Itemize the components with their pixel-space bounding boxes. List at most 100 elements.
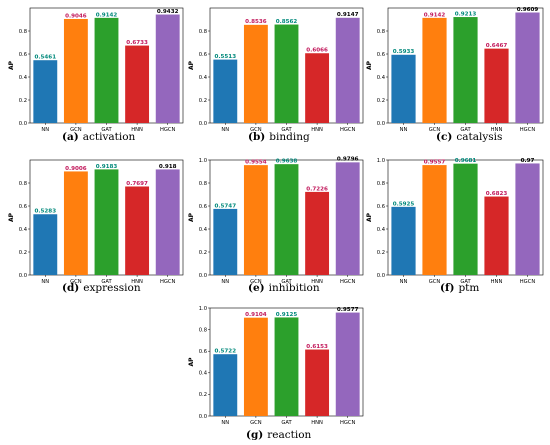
x-tick-label-gat: GAT <box>101 127 112 133</box>
y-tick-label: 0.6 <box>199 349 207 355</box>
x-tick-label-gcn: GCN <box>250 279 262 285</box>
x-tick-label-hgcn: HGCN <box>340 127 356 133</box>
caption-letter: (e) <box>248 282 265 294</box>
caption-text: catalysis <box>456 131 502 143</box>
x-tick-label-hgcn: HGCN <box>520 127 536 133</box>
x-tick-label-nn: NN <box>221 279 229 285</box>
y-axis-label: AP <box>188 357 195 367</box>
y-tick-label: 0.6 <box>19 204 27 210</box>
value-label-hgcn: 0.9609 <box>517 7 539 13</box>
value-label-hnn: 0.6066 <box>306 48 328 54</box>
panel-caption: (b) binding <box>248 131 310 143</box>
bar-hnn <box>125 186 150 275</box>
value-label-gat: 0.9125 <box>276 312 298 318</box>
value-label-hgcn: 0.9577 <box>337 307 359 313</box>
x-tick-label-hnn: HNN <box>131 127 143 133</box>
y-tick-label: 0.4 <box>199 371 208 377</box>
bar-hgcn <box>515 163 540 275</box>
y-tick-label: 0.2 <box>19 250 27 256</box>
x-tick-label-nn: NN <box>400 127 408 133</box>
y-axis-label: AP <box>366 212 373 222</box>
x-tick-label-gcn: GCN <box>70 279 82 285</box>
y-tick-label: 0.4 <box>19 227 28 233</box>
value-label-nn: 0.5925 <box>393 201 415 207</box>
x-tick-label-gat: GAT <box>281 420 292 426</box>
bar-gcn <box>243 165 268 275</box>
panel-reaction: 0.0 0.2 0.4 0.6 0.8 1.0 AP 0.5722 NN 0.9104 GCN 0.9… <box>188 306 364 441</box>
bar-gcn <box>63 171 88 275</box>
y-axis-label: AP <box>8 60 15 70</box>
caption-text: inhibition <box>269 282 320 294</box>
x-tick-label-nn: NN <box>41 279 49 285</box>
y-tick-label: 0.2 <box>199 392 207 398</box>
y-tick-label: 0.6 <box>377 204 385 210</box>
x-tick-label-gat: GAT <box>460 279 471 285</box>
y-tick-label: 0.0 <box>19 121 27 127</box>
caption-text: binding <box>269 131 310 143</box>
bar-gat <box>453 17 478 124</box>
caption-text: expression <box>83 282 141 294</box>
y-tick-label: 1.0 <box>377 158 385 164</box>
bar-nn <box>213 59 238 123</box>
bar-gcn <box>243 24 268 124</box>
bar-hgcn <box>515 12 540 124</box>
bar-nn <box>213 354 238 416</box>
value-label-gcn: 0.9104 <box>245 312 267 318</box>
value-label-nn: 0.5722 <box>215 349 237 355</box>
y-tick-label: 0.0 <box>377 121 385 127</box>
x-tick-label-hgcn: HGCN <box>520 279 536 285</box>
caption-letter: (g) <box>246 429 263 441</box>
y-tick-label: 0.0 <box>19 273 27 279</box>
value-label-gat: 0.8562 <box>276 19 298 25</box>
value-label-hnn: 0.6467 <box>486 43 508 49</box>
x-tick-label-gcn: GCN <box>70 127 82 133</box>
x-tick-label-hnn: HNN <box>491 127 503 133</box>
bar-gcn <box>422 165 447 275</box>
y-tick-label: 0.2 <box>19 98 27 104</box>
bar-nn <box>391 206 416 275</box>
y-tick-label: 0.6 <box>19 52 27 58</box>
panel-inhibition: 0.0 0.2 0.4 0.6 0.8 1.0 AP 0.5747 NN 0.9554 GCN 0.9… <box>188 157 364 294</box>
value-label-gat: 0.9142 <box>96 12 118 18</box>
bar-hgcn <box>155 169 180 275</box>
value-label-gcn: 0.9557 <box>424 159 446 165</box>
bar-gcn <box>422 17 447 123</box>
y-tick-label: 0.2 <box>199 250 207 256</box>
caption-letter: (a) <box>62 131 79 143</box>
value-label-gat: 0.9183 <box>96 164 118 170</box>
value-label-gcn: 0.9006 <box>65 166 87 172</box>
y-tick-label: 0.6 <box>377 52 385 58</box>
caption-letter: (f) <box>440 282 454 294</box>
y-axis-label: AP <box>188 60 195 70</box>
value-label-hnn: 0.7226 <box>306 186 328 192</box>
y-tick-label: 0.4 <box>377 227 386 233</box>
x-tick-label-nn: NN <box>221 127 229 133</box>
x-tick-label-hgcn: HGCN <box>340 420 356 426</box>
y-tick-label: 1.0 <box>199 158 207 164</box>
value-label-gcn: 0.9554 <box>245 160 267 166</box>
value-label-hgcn: 0.9432 <box>157 9 179 15</box>
bar-hgcn <box>335 17 360 123</box>
value-label-nn: 0.5283 <box>35 209 57 215</box>
y-axis-label: AP <box>8 212 15 222</box>
caption-letter: (b) <box>248 131 265 143</box>
bar-nn <box>391 54 416 123</box>
value-label-gat: 0.9638 <box>276 159 298 165</box>
value-label-nn: 0.5933 <box>393 49 415 55</box>
bar-gat <box>94 169 119 275</box>
bar-hgcn <box>155 14 180 124</box>
panel-caption: (d) expression <box>62 282 141 294</box>
x-tick-label-gcn: GCN <box>429 127 441 133</box>
value-label-hgcn: 0.97 <box>521 158 535 164</box>
panel-activation: 0.0 0.2 0.4 0.6 0.8 AP 0.5461 NN 0.9046 GCN 0.9142… <box>8 7 184 143</box>
y-tick-label: 0.0 <box>199 414 207 420</box>
bar-hnn <box>484 48 509 123</box>
x-tick-label-hgcn: HGCN <box>340 279 356 285</box>
y-tick-label: 1.0 <box>199 306 207 312</box>
bar-gat <box>94 17 119 123</box>
y-axis-label: AP <box>188 212 195 222</box>
y-tick-label: 0.6 <box>199 204 207 210</box>
bar-gat <box>453 163 478 275</box>
panel-caption: (g) reaction <box>246 429 312 441</box>
value-label-gcn: 0.8536 <box>245 19 267 25</box>
